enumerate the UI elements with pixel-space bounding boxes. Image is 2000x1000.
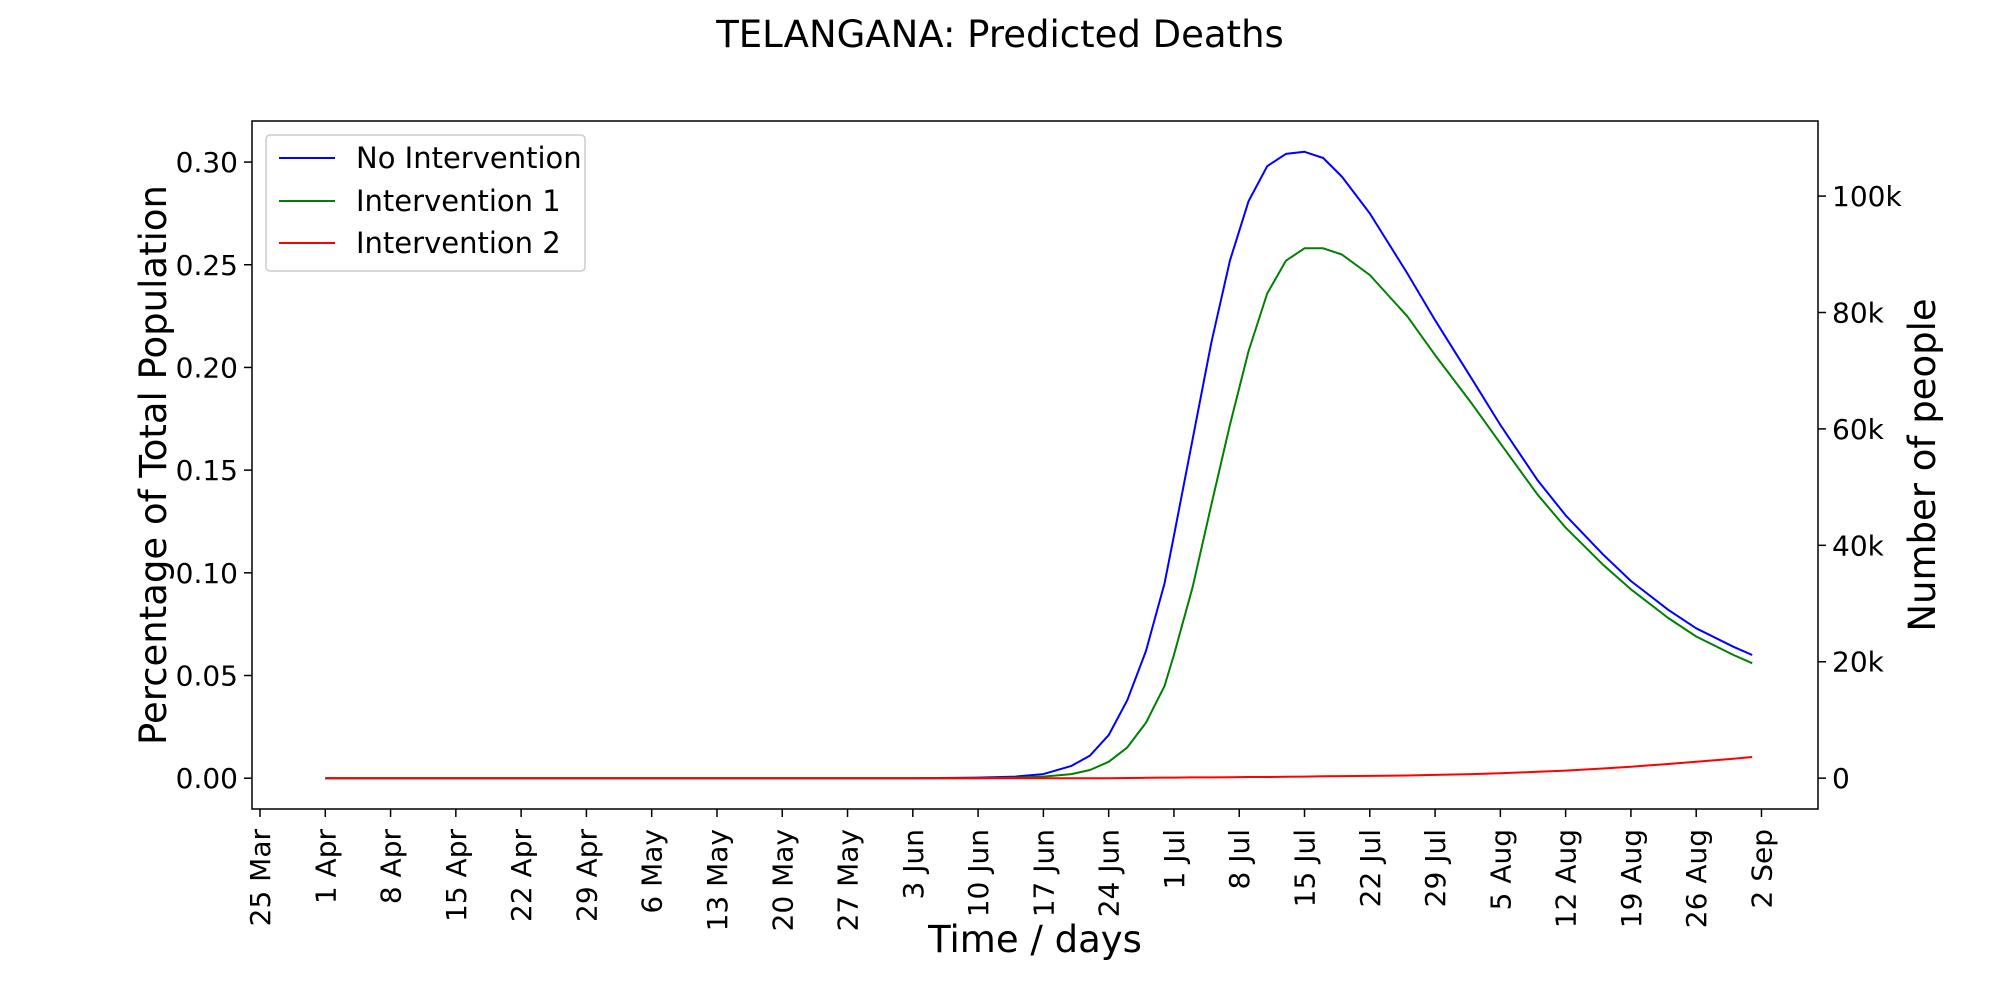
right-tick-label: 80k: [1832, 296, 1885, 329]
y-tick-label: 0.25: [176, 249, 238, 282]
x-tick-label: 26 Aug: [1680, 829, 1713, 928]
x-axis-title: Time / days: [927, 918, 1142, 961]
x-tick-label: 15 Apr: [440, 829, 473, 922]
x-tick-label: 27 May: [832, 829, 865, 931]
x-tick-label: 6 May: [636, 829, 669, 914]
x-tick-label: 17 Jun: [1027, 829, 1060, 917]
y-tick-label: 0.00: [176, 762, 238, 795]
series-line-intervention-2: [325, 756, 1753, 780]
x-tick-label: 13 May: [701, 829, 734, 931]
x-tick-label: 12 Aug: [1550, 829, 1583, 928]
chart-title: TELANGANA: Predicted Deaths: [715, 13, 1284, 56]
x-tick-label: 1 Apr: [309, 829, 342, 905]
series-lines: [325, 150, 1753, 780]
legend-label-intervention-1: Intervention 1: [356, 184, 561, 218]
x-tick-label: 19 Aug: [1615, 829, 1648, 928]
x-tick-label: 15 Jul: [1289, 829, 1322, 907]
legend-label-no-intervention: No Intervention: [356, 141, 582, 175]
x-tick-label: 22 Apr: [505, 829, 538, 922]
x-axis-ticks: 25 Mar 1 Apr 8 Apr 15 Apr 22 Apr 29 Apr 6 May 1…: [244, 809, 1778, 931]
right-tick-label: 20k: [1832, 646, 1885, 679]
x-tick-label: 22 Jul: [1354, 829, 1387, 907]
x-tick-label: 5 Aug: [1484, 829, 1517, 910]
x-tick-label: 8 Apr: [375, 829, 408, 905]
plot-frame: [251, 120, 1819, 810]
legend-label-intervention-2: Intervention 2: [356, 226, 561, 260]
x-tick-label: 10 Jun: [962, 829, 995, 917]
right-tick-label: 40k: [1832, 529, 1885, 562]
y-tick-label: 0.15: [176, 454, 238, 487]
x-tick-label: 29 Apr: [570, 829, 603, 922]
y-tick-label: 0.30: [176, 146, 238, 179]
x-tick-label: 1 Jul: [1158, 829, 1191, 890]
y-axis-ticks: 0.00 0.05 0.10 0.15 0.20 0.25 0.30: [176, 146, 252, 795]
x-tick-label: 2 Sep: [1745, 829, 1778, 909]
y-axis-title: Percentage of Total Population: [132, 185, 175, 745]
x-tick-label: 25 Mar: [244, 829, 277, 927]
x-tick-label: 20 May: [766, 829, 799, 931]
y-tick-label: 0.05: [176, 660, 238, 693]
y-tick-label: 0.10: [176, 557, 238, 590]
x-tick-label: 29 Jul: [1419, 829, 1452, 907]
legend-box: [265, 134, 586, 272]
x-tick-label: 24 Jun: [1093, 829, 1126, 917]
right-tick-label: 100k: [1832, 180, 1902, 213]
x-tick-label: 3 Jun: [897, 829, 930, 899]
x-tick-label: 8 Jul: [1223, 829, 1256, 890]
right-tick-label: 60k: [1832, 413, 1885, 446]
y-tick-label: 0.20: [176, 351, 238, 384]
legend: No Intervention Intervention 1 Intervent…: [265, 134, 586, 272]
right-tick-label: 0: [1832, 762, 1850, 795]
right-axis-title: Number of people: [1901, 298, 1944, 631]
right-axis-ticks: 0 20k 40k 60k 80k 100k: [1818, 180, 1902, 795]
